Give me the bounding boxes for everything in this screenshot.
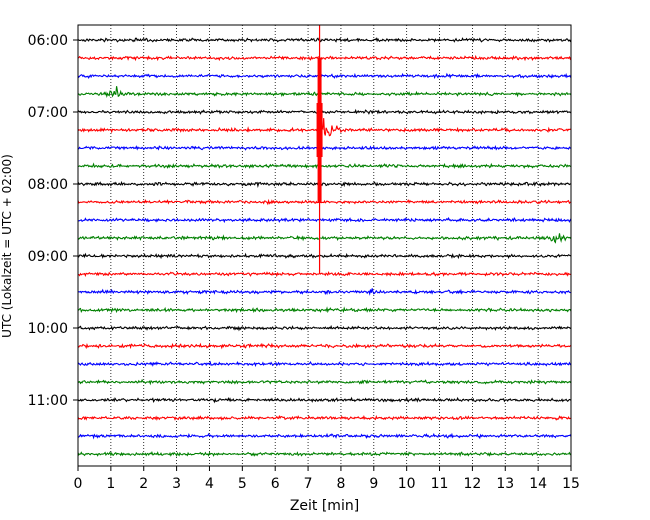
y-axis-ticks: 06:00 07:00 08:00 09:00 10:00 11:00 — [28, 33, 78, 409]
y-tick-label: 08:00 — [28, 177, 68, 193]
y-tick-label: 11:00 — [28, 393, 68, 409]
trace-line — [77, 162, 572, 170]
x-tick-label: 15 — [562, 476, 580, 492]
trace-line — [77, 252, 572, 260]
trace-line — [77, 198, 572, 206]
x-axis-label: Zeit [min] — [290, 498, 359, 514]
x-tick-label: 2 — [139, 476, 148, 492]
trace-line — [77, 432, 572, 440]
trace-line — [77, 145, 572, 151]
x-tick-label: 9 — [369, 476, 378, 492]
x-axis-ticks: 0 1 2 3 4 5 6 7 8 9 10 11 12 13 14 15 — [74, 466, 580, 492]
x-tick-label: 4 — [205, 476, 214, 492]
y-tick-label: 06:00 — [28, 33, 68, 49]
trace-group — [77, 25, 572, 458]
trace-line — [77, 360, 572, 368]
trace-line — [77, 86, 572, 99]
trace-line — [77, 378, 572, 386]
trace-line — [77, 216, 572, 224]
trace-line — [77, 118, 572, 137]
trace-line — [77, 108, 572, 115]
x-tick-label: 10 — [398, 476, 416, 492]
y-tick-label: 10:00 — [28, 321, 68, 337]
trace-line — [77, 180, 571, 189]
trace-line — [77, 54, 572, 62]
trace-line — [77, 324, 572, 332]
x-tick-label: 8 — [336, 476, 345, 492]
x-tick-label: 3 — [172, 476, 181, 492]
y-axis-label: UTC (Lokalzeit = UTC + 02:00) — [0, 154, 14, 338]
x-tick-label: 5 — [238, 476, 247, 492]
trace-line — [77, 396, 572, 404]
y-tick-label: 07:00 — [28, 105, 68, 121]
trace-line — [77, 233, 572, 244]
y-tick-label: 09:00 — [28, 249, 68, 265]
x-tick-label: 14 — [529, 476, 547, 492]
x-tick-label: 13 — [496, 476, 514, 492]
x-tick-label: 12 — [463, 476, 481, 492]
trace-line — [77, 414, 572, 421]
trace-line — [77, 37, 572, 43]
plot-frame — [77, 24, 572, 467]
x-tick-label: 7 — [304, 476, 313, 492]
x-tick-label: 6 — [271, 476, 280, 492]
trace-line — [77, 271, 572, 278]
trace-line — [77, 451, 572, 458]
event-peak — [316, 103, 323, 157]
x-tick-label: 1 — [106, 476, 115, 492]
trace-line — [77, 306, 572, 314]
x-tick-label: 0 — [74, 476, 83, 492]
trace-line — [77, 342, 572, 350]
trace-line — [78, 288, 572, 296]
trace-line — [77, 72, 572, 80]
x-tick-label: 11 — [431, 476, 449, 492]
